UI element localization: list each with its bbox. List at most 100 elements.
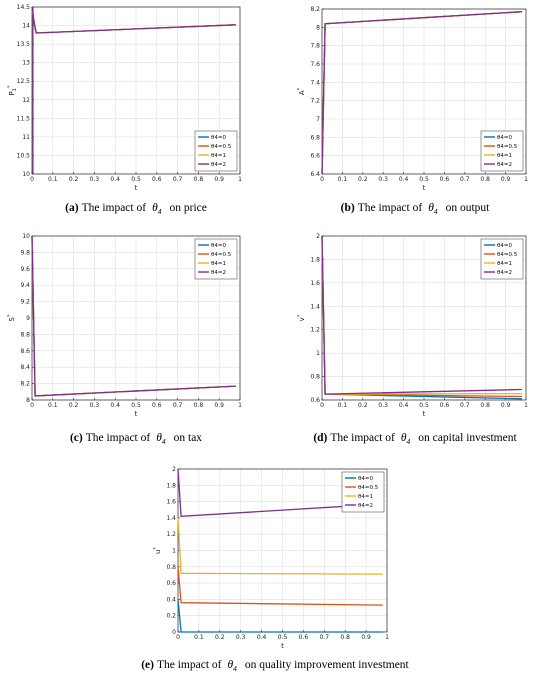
x-tick-label: 1: [524, 176, 528, 183]
x-tick-label: 0.5: [131, 402, 141, 409]
x-tick-label: 0.1: [48, 402, 58, 409]
y-tick-label: 14: [22, 23, 30, 30]
x-tick-label: 0.1: [194, 634, 204, 641]
y-axis-label: P1*: [7, 85, 18, 95]
chart-panel-d: 0 0.1 0.2 0.3 0.4 0.5 0.6 0.7 0.8 0.9 1 0.6 0.8 1 1.2 1…: [297, 233, 528, 446]
caption-symbol: θ: [152, 202, 158, 214]
x-tick-label: 0.2: [215, 634, 225, 641]
y-axis-label: u*: [153, 547, 162, 554]
legend-entry: θ4=1: [497, 261, 512, 267]
y-tick-label: 1.8: [310, 256, 320, 263]
y-tick-label: 1.8: [166, 482, 176, 489]
caption-tag: (d): [313, 432, 327, 444]
x-tick-label: 0.7: [320, 634, 330, 641]
y-tick-label: 7.8: [310, 43, 320, 50]
caption-symbol: θ: [228, 659, 234, 671]
y-tick-label: 9.4: [20, 282, 30, 289]
series-line-3: [177, 468, 383, 517]
panel-caption: (e) The impact of θ4 on quality improvement…: [141, 659, 409, 673]
y-tick-label: 2: [172, 466, 176, 473]
legend: θ4=0 θ4=0.5 θ4=1 θ4=2: [480, 238, 524, 280]
y-tick-label: 0: [172, 629, 176, 636]
y-tick-label: 7.4: [310, 79, 320, 86]
y-tick-label: 1.6: [310, 280, 320, 287]
caption-tag: (a): [65, 202, 79, 214]
y-tick-label: 8.4: [20, 364, 30, 371]
x-tick-label: 0.3: [378, 402, 388, 409]
y-tick-label: 11: [22, 134, 30, 141]
y-tick-label: 0.8: [166, 564, 176, 571]
x-tick-label: 0.2: [358, 402, 368, 409]
x-tick-label: 1: [238, 402, 242, 409]
y-tick-label: 8: [316, 24, 320, 31]
legend-entry: θ4=0: [358, 476, 373, 482]
x-tick-label: 0.1: [338, 176, 348, 183]
x-tick-label: 0.1: [48, 176, 58, 183]
x-tick-label: 0.1: [338, 402, 348, 409]
x-tick-label: 0: [30, 176, 34, 183]
y-tick-label: 7: [316, 116, 320, 123]
y-tick-label: 0.4: [166, 596, 176, 603]
y-axis-label-sup: *: [153, 547, 159, 550]
y-tick-label: 1: [316, 350, 320, 357]
x-axis-label: t: [423, 184, 426, 192]
caption-suffix: on quality improvement investment: [245, 659, 410, 671]
x-tick-label: 0.9: [214, 402, 224, 409]
x-tick-label: 0: [320, 402, 324, 409]
x-tick-label: 0.8: [194, 402, 204, 409]
caption-subscript: 4: [407, 437, 411, 446]
y-tick-label: 7.2: [310, 98, 320, 105]
caption-subscript: 4: [434, 207, 438, 216]
y-tick-label: 8.8: [20, 331, 30, 338]
y-tick-label: 10.5: [17, 152, 31, 159]
y-axis-label: A*: [297, 87, 306, 95]
x-tick-label: 0.5: [419, 176, 429, 183]
x-tick-label: 0.5: [131, 176, 141, 183]
legend-entry: θ4=0.5: [211, 252, 232, 258]
series-line-2: [177, 517, 383, 575]
y-tick-label: 13.5: [17, 41, 31, 48]
series-line-3: [321, 235, 522, 395]
x-tick-label: 0.6: [440, 176, 450, 183]
legend-entry: θ4=2: [497, 270, 512, 276]
y-tick-label: 8.2: [20, 381, 30, 388]
caption-tag: (c): [70, 432, 83, 444]
y-tick-label: 11.5: [17, 115, 31, 122]
y-tick-label: 9.6: [20, 266, 30, 273]
series-line-1: [177, 566, 383, 606]
panel-caption: (d) The impact of θ4 on capital investment: [313, 432, 517, 446]
y-axis-label-sup: *: [297, 314, 303, 317]
y-tick-label: 1.6: [166, 499, 176, 506]
legend-entry: θ4=0: [211, 243, 226, 249]
x-tick-label: 0.4: [399, 402, 409, 409]
y-axis-label-main: A: [298, 90, 306, 95]
series-line-0: [177, 599, 383, 633]
caption-suffix: on capital investment: [418, 432, 517, 444]
y-tick-label: 1.2: [310, 327, 320, 334]
y-tick-label: 9: [26, 315, 30, 322]
y-tick-label: 0.2: [166, 613, 176, 620]
y-tick-label: 8: [26, 397, 30, 404]
legend-entry: θ4=2: [211, 270, 226, 276]
x-tick-label: 1: [524, 402, 528, 409]
x-tick-label: 1: [238, 176, 242, 183]
x-tick-label: 0.3: [236, 634, 246, 641]
y-tick-label: 12.5: [17, 78, 31, 85]
legend-entry: θ4=0.5: [358, 485, 379, 491]
x-tick-label: 0.7: [173, 402, 183, 409]
x-tick-label: 0: [176, 634, 180, 641]
y-axis-label-main: u: [154, 550, 162, 554]
x-tick-label: 0.9: [501, 176, 511, 183]
caption-tag: (b): [341, 202, 355, 214]
y-axis-label: v*: [297, 314, 306, 321]
panel-caption: (a) The impact of θ4 on price: [65, 202, 207, 216]
legend-entry: θ4=0: [497, 135, 512, 141]
x-tick-label: 0.8: [340, 634, 350, 641]
legend: θ4=0 θ4=0.5 θ4=1 θ4=2: [480, 130, 524, 172]
series-line-3: [31, 235, 236, 397]
x-tick-label: 0.7: [460, 176, 470, 183]
y-axis-label: S*: [7, 314, 16, 321]
y-tick-label: 1: [172, 548, 176, 555]
y-axis-label-sub: 1: [12, 88, 18, 91]
y-tick-label: 8.6: [20, 348, 30, 355]
